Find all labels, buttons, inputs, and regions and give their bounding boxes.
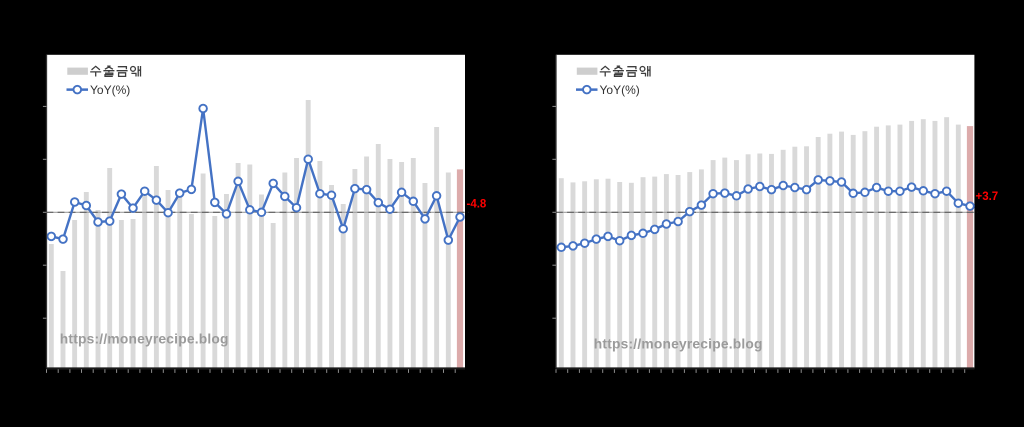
svg-text:+3.7: +3.7 [976,191,999,203]
svg-text:-4.8: -4.8 [467,199,487,211]
svg-text:YoY(%): YoY(%) [600,83,640,97]
svg-text:https://moneyrecipe.blog: https://moneyrecipe.blog [60,331,229,346]
svg-text:YoY(%): YoY(%) [90,83,130,97]
svg-text:https://moneyrecipe.blog: https://moneyrecipe.blog [594,336,763,351]
